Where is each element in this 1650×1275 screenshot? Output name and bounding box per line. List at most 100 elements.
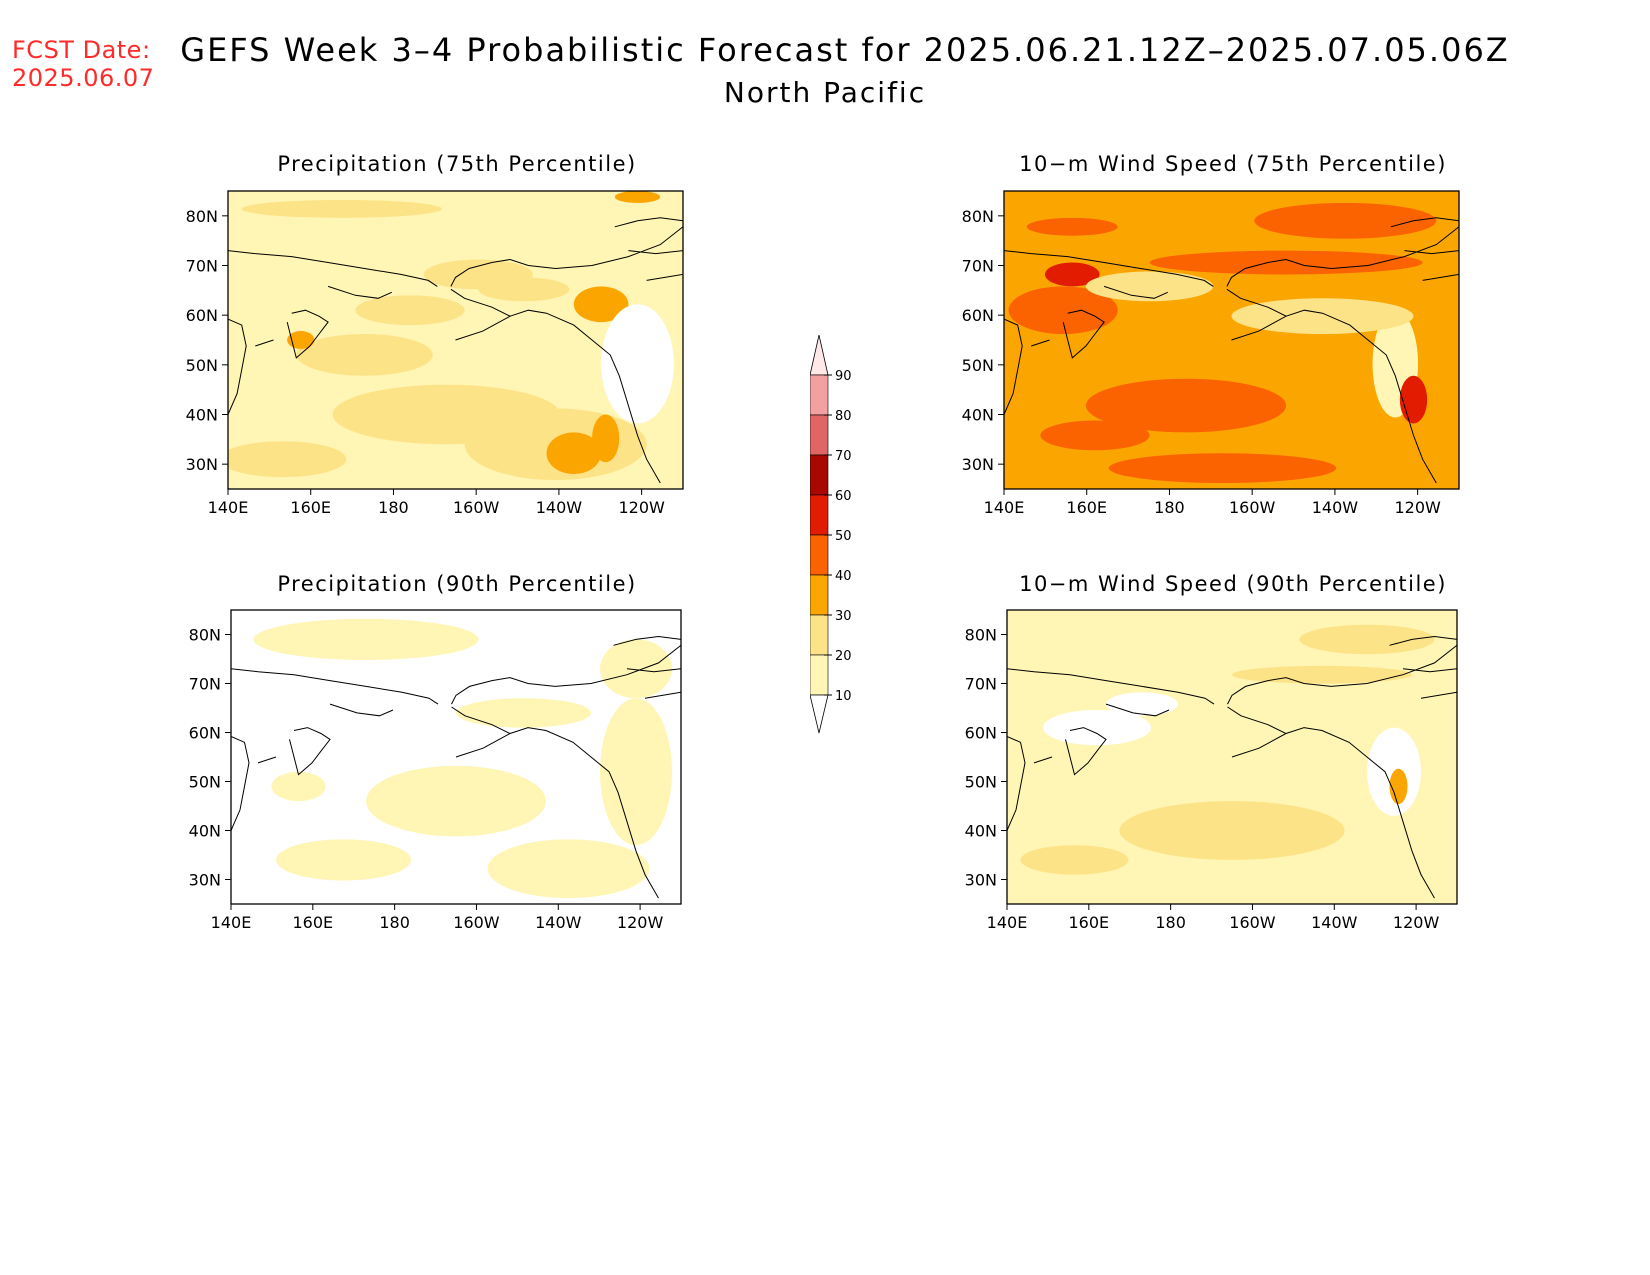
lat-tick-label: 80N bbox=[965, 626, 997, 645]
coastline bbox=[327, 285, 393, 299]
contour-region bbox=[1254, 202, 1437, 239]
lat-tick-label: 80N bbox=[186, 207, 218, 226]
coastline bbox=[451, 644, 681, 705]
contour-region bbox=[456, 698, 591, 728]
coastline bbox=[509, 309, 661, 484]
coastline bbox=[1033, 756, 1053, 764]
coastline bbox=[228, 318, 247, 415]
coastline bbox=[451, 706, 512, 758]
lat-tick-label: 80N bbox=[962, 207, 994, 226]
map-wind-90: 80N 70N 60N 50N 40N 30N 140E 160E 180 160W 140W 120… bbox=[965, 609, 1458, 932]
lat-tick-label: 30N bbox=[962, 455, 994, 474]
colorbar-segment bbox=[810, 614, 829, 656]
lon-tick-label: 140W bbox=[1312, 498, 1359, 517]
coastline bbox=[613, 635, 681, 646]
colorbar-label: 70 bbox=[835, 449, 852, 464]
contour-region bbox=[1020, 845, 1129, 875]
contour-region bbox=[601, 304, 674, 424]
coastline bbox=[509, 727, 659, 899]
lat-tick-label: 70N bbox=[189, 675, 221, 694]
coastline bbox=[626, 668, 681, 673]
panel-title-precip-75: Precipitation (75th Percentile) bbox=[277, 152, 637, 176]
lat-tick-label: 70N bbox=[962, 257, 994, 276]
coastline bbox=[231, 735, 250, 831]
lon-tick-label: 140E bbox=[987, 913, 1028, 932]
lon-tick-label: 140W bbox=[536, 498, 583, 517]
colorbar-segment bbox=[810, 574, 829, 616]
contour-region bbox=[1040, 420, 1150, 451]
contour-region bbox=[253, 618, 479, 660]
contour-region bbox=[1043, 709, 1151, 746]
lon-tick-label: 140E bbox=[211, 913, 252, 932]
contour-region bbox=[287, 331, 315, 349]
forecast-date-value: 2025.06.07 bbox=[12, 64, 155, 92]
lat-tick-label: 70N bbox=[186, 257, 218, 276]
contour-region bbox=[1299, 624, 1435, 655]
lon-tick-label: 140E bbox=[984, 498, 1025, 517]
lon-tick-label: 180 bbox=[1154, 498, 1185, 517]
coastline bbox=[1227, 706, 1288, 758]
lat-tick-label: 60N bbox=[189, 724, 221, 743]
contour-region bbox=[355, 295, 465, 326]
colorbar-label: 60 bbox=[835, 489, 852, 504]
contour-region bbox=[614, 191, 661, 203]
coastline bbox=[1402, 668, 1457, 673]
lon-tick-label: 120W bbox=[1394, 498, 1441, 517]
coastline bbox=[255, 339, 274, 347]
lat-tick-label: 50N bbox=[189, 773, 221, 792]
coastline bbox=[1227, 644, 1457, 705]
contour-region bbox=[1119, 801, 1345, 860]
coastline bbox=[1404, 250, 1459, 255]
contour-region bbox=[276, 839, 411, 881]
coastline bbox=[1004, 318, 1023, 415]
colorbar-segment bbox=[810, 534, 829, 576]
lat-tick-label: 30N bbox=[189, 871, 221, 890]
contour-region bbox=[1044, 262, 1100, 287]
lat-tick-label: 40N bbox=[965, 822, 997, 841]
coastline bbox=[1389, 635, 1457, 646]
contour-region bbox=[487, 839, 650, 899]
colorbar-label: 40 bbox=[835, 569, 852, 584]
lat-tick-label: 80N bbox=[189, 626, 221, 645]
lat-tick-label: 60N bbox=[965, 724, 997, 743]
contour-region bbox=[1231, 298, 1414, 335]
contour-region bbox=[366, 765, 546, 837]
coastline bbox=[1420, 691, 1457, 699]
map-frame bbox=[1003, 190, 1460, 490]
lon-tick-label: 160E bbox=[292, 913, 333, 932]
colorbar-label: 30 bbox=[835, 609, 852, 624]
lon-tick-label: 120W bbox=[617, 913, 664, 932]
contour-region bbox=[296, 334, 433, 376]
lon-tick-label: 160W bbox=[453, 498, 500, 517]
coastline bbox=[231, 668, 439, 705]
coastline bbox=[1422, 273, 1459, 281]
coastline bbox=[289, 727, 331, 776]
contour-region bbox=[1085, 378, 1287, 433]
forecast-date-block: FCST Date: 2025.06.07 bbox=[12, 36, 154, 92]
coastline bbox=[614, 217, 683, 228]
coastline bbox=[228, 250, 438, 287]
lon-tick-label: 140E bbox=[208, 498, 249, 517]
contour-region bbox=[228, 441, 347, 478]
colorbar-label: 80 bbox=[835, 409, 852, 424]
lon-tick-label: 160W bbox=[1229, 913, 1276, 932]
lat-tick-label: 50N bbox=[965, 773, 997, 792]
lat-tick-label: 60N bbox=[962, 306, 994, 325]
contour-region bbox=[1108, 453, 1337, 484]
lon-tick-label: 180 bbox=[379, 913, 410, 932]
coastline bbox=[1103, 285, 1169, 299]
coastline bbox=[1065, 727, 1107, 776]
map-frame bbox=[227, 190, 684, 490]
coastline bbox=[1007, 668, 1215, 705]
lon-tick-label: 120W bbox=[1393, 913, 1440, 932]
map-precip-75: 80N 70N 60N 50N 40N 30N 140E 160E 180 160W 140W 120… bbox=[186, 190, 684, 517]
coastline bbox=[450, 226, 683, 287]
lon-tick-label: 160E bbox=[1066, 498, 1107, 517]
colorbar: 90 80 70 60 50 40 30 20 10 bbox=[810, 335, 852, 734]
lat-tick-label: 50N bbox=[186, 356, 218, 375]
coastline bbox=[286, 309, 329, 359]
colorbar-label: 50 bbox=[835, 529, 852, 544]
coastline bbox=[1226, 226, 1459, 287]
coastline bbox=[1390, 217, 1459, 228]
coastline bbox=[1031, 339, 1050, 347]
